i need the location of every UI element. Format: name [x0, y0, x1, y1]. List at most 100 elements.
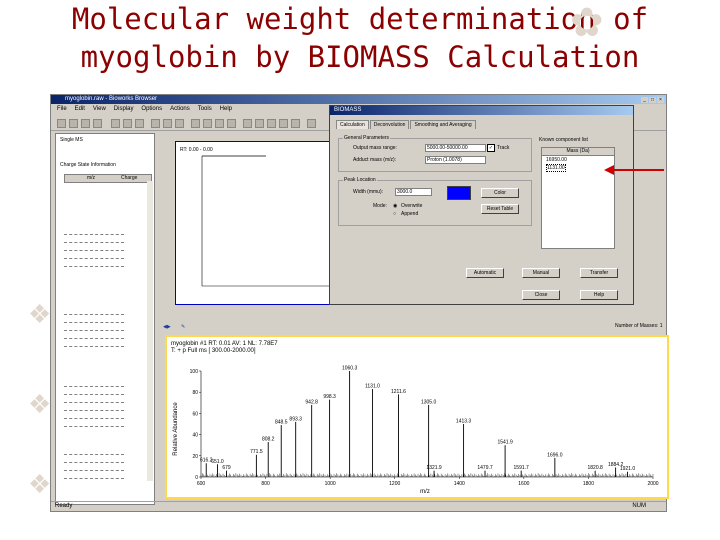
toolbar-help-icon[interactable] — [307, 119, 316, 128]
table-row[interactable] — [64, 258, 124, 259]
table-row[interactable] — [64, 470, 124, 471]
table-row[interactable] — [64, 426, 124, 427]
toolbar-new-icon[interactable] — [57, 119, 66, 128]
peak-location-group: Peak Location Width (mmu): 3000.0 Color … — [338, 177, 532, 226]
y-tick-label: 60 — [192, 411, 198, 417]
close-button[interactable]: Close — [522, 290, 560, 300]
table-row[interactable] — [64, 250, 124, 251]
toolbar-paste-icon[interactable] — [135, 119, 144, 128]
toolbar-save-icon[interactable] — [81, 119, 90, 128]
menu-edit[interactable]: Edit — [74, 106, 85, 112]
results-header[interactable]: Mass (Da) — [542, 148, 614, 156]
reset-table-button[interactable]: Reset Table — [481, 204, 519, 214]
toolbar-open-icon[interactable] — [69, 119, 78, 128]
toolbar-back-icon[interactable] — [243, 119, 252, 128]
toolbar-spectrum-icon[interactable] — [163, 119, 172, 128]
toolbar-search-icon[interactable] — [191, 119, 200, 128]
table-row[interactable] — [64, 330, 124, 331]
toolbar-cascade-icon[interactable] — [227, 119, 236, 128]
tab-smoothing[interactable]: Smoothing and Averaging — [410, 120, 476, 129]
table-row[interactable] — [64, 454, 124, 455]
results-label: Known component list — [539, 137, 588, 143]
toolbar-tile-icon[interactable] — [215, 119, 224, 128]
width-field[interactable]: 3000.0 — [395, 188, 432, 196]
left-panel: Single MS Charge State Information m/z C… — [55, 133, 155, 505]
toolbar-zoom-icon[interactable] — [151, 119, 160, 128]
toolbar-refresh-icon[interactable] — [291, 119, 300, 128]
table-row[interactable] — [64, 266, 124, 267]
table-row[interactable] — [64, 386, 124, 387]
append-radio[interactable]: ○ — [393, 211, 397, 217]
table-row[interactable] — [64, 314, 124, 315]
close-icon[interactable]: × — [657, 97, 664, 103]
output-mass-field[interactable]: 5000.00-50000.00 — [425, 144, 486, 152]
table-row[interactable] — [64, 402, 124, 403]
table-row[interactable] — [64, 234, 124, 235]
toolbar-copy-icon[interactable] — [123, 119, 132, 128]
table-row[interactable] — [64, 394, 124, 395]
result-row-1[interactable]: 16950.00 — [546, 157, 567, 163]
adduct-dropdown[interactable]: Proton (1.0078) — [425, 156, 486, 164]
track-label: Track — [497, 145, 510, 151]
noise-baseline — [200, 473, 654, 477]
overwrite-radio[interactable]: ◉ — [393, 203, 398, 209]
window-titlebar: myoglobin.raw - Bioworks Browser _ □ × — [51, 95, 666, 104]
menu-file[interactable]: File — [57, 106, 67, 112]
toolbar-print-icon[interactable] — [93, 119, 102, 128]
maximize-icon[interactable]: □ — [649, 97, 656, 103]
help-button[interactable]: Help — [580, 290, 618, 300]
manual-button[interactable]: Manual — [522, 268, 560, 278]
menu-actions[interactable]: Actions — [170, 106, 190, 112]
pin-icon[interactable]: ✎ — [181, 324, 186, 330]
status-bar: Ready NUM — [51, 501, 666, 511]
left-panel-scrollbar[interactable] — [147, 181, 153, 481]
table-row[interactable] — [64, 462, 124, 463]
toolbar-cut-icon[interactable] — [111, 119, 120, 128]
decorative-watermark-left-2: ❖ — [28, 390, 52, 420]
automatic-button[interactable]: Automatic — [466, 268, 504, 278]
toolbar-chromatogram-icon[interactable] — [175, 119, 184, 128]
table-row[interactable] — [64, 410, 124, 411]
menu-options[interactable]: Options — [141, 106, 163, 112]
peak-label: 998.3 — [323, 394, 336, 400]
menu-view[interactable]: View — [92, 106, 106, 112]
peak-label: 1211.6 — [391, 389, 406, 395]
track-checkbox[interactable]: ✓ — [487, 144, 495, 152]
menu-tools[interactable]: Tools — [197, 106, 212, 112]
color-button[interactable]: Color — [481, 188, 519, 198]
peak-label: 1413.3 — [456, 419, 472, 425]
minimize-icon[interactable]: _ — [641, 97, 648, 103]
table-row[interactable] — [64, 322, 124, 323]
status-left: Ready — [55, 503, 73, 509]
peak-label: 1696.0 — [547, 452, 563, 458]
table-row[interactable] — [64, 338, 124, 339]
toolbar-layout-icon[interactable] — [203, 119, 212, 128]
x-tick-label: 800 — [261, 481, 270, 487]
table-row[interactable] — [64, 242, 124, 243]
y-tick-label: 100 — [190, 369, 199, 375]
results-list[interactable]: Mass (Da) 16950.00 1131.00 — [541, 147, 615, 249]
y-tick-label: 80 — [192, 390, 198, 396]
color-swatch[interactable] — [447, 186, 471, 200]
table-row[interactable] — [64, 418, 124, 419]
annotation-arrow — [604, 165, 664, 175]
spectrum-toolbar: ◀▶ ✎ Number of Masses: 1 — [161, 323, 666, 333]
result-row-2[interactable]: 1131.00 — [546, 164, 566, 172]
y-tick-label: 0 — [195, 475, 198, 481]
tab-deconvolution[interactable]: Deconvolution — [369, 120, 410, 129]
menu-help[interactable]: Help — [219, 106, 233, 112]
column-charge[interactable]: Charge — [121, 175, 138, 181]
decorative-watermark-top: ✿ — [570, 0, 604, 46]
transfer-button[interactable]: Transfer — [580, 268, 618, 278]
toolbar-up-icon[interactable] — [267, 119, 276, 128]
pane-left-arrow-icon[interactable]: ◀▶ — [163, 324, 171, 330]
menu-display[interactable]: Display — [113, 106, 134, 112]
table-row[interactable] — [64, 478, 124, 479]
toolbar-forward-icon[interactable] — [255, 119, 264, 128]
tab-calculation[interactable]: Calculation — [336, 120, 369, 129]
x-tick-label: 1600 — [518, 481, 529, 487]
toolbar-down-icon[interactable] — [279, 119, 288, 128]
peak-label: 1060.3 — [342, 366, 358, 372]
column-mz[interactable]: m/z — [87, 175, 96, 181]
table-row[interactable] — [64, 346, 124, 347]
